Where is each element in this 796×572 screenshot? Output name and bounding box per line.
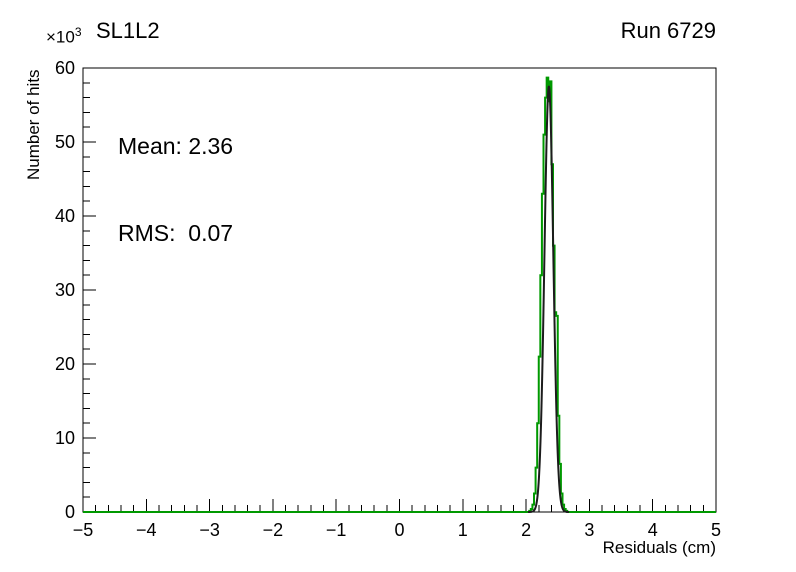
svg-text:3: 3 <box>584 520 594 540</box>
svg-text:0: 0 <box>65 502 75 522</box>
svg-text:−5: −5 <box>73 520 94 540</box>
y-axis-title: Number of hits <box>24 69 43 180</box>
stats-box: Mean: 2.36 RMS: 0.07 <box>118 74 233 306</box>
stat-rms: RMS: 0.07 <box>118 220 234 246</box>
y-axis-exponent-base: ×10 <box>46 27 75 47</box>
histogram-title: SL1L2 <box>96 18 160 43</box>
svg-text:−3: −3 <box>199 520 220 540</box>
y-axis-exponent-power: 3 <box>74 25 82 39</box>
svg-text:−4: −4 <box>136 520 157 540</box>
svg-text:1: 1 <box>458 520 468 540</box>
svg-text:5: 5 <box>711 520 721 540</box>
stat-mean: Mean: 2.36 <box>118 133 234 159</box>
x-axis-title: Residuals (cm) <box>602 538 716 557</box>
svg-text:20: 20 <box>55 354 75 374</box>
svg-text:−1: −1 <box>326 520 347 540</box>
svg-text:40: 40 <box>55 206 75 226</box>
svg-text:30: 30 <box>55 280 75 300</box>
svg-text:−2: −2 <box>263 520 284 540</box>
svg-text:60: 60 <box>55 58 75 78</box>
y-axis-exponent: ×103 <box>46 25 82 48</box>
svg-text:50: 50 <box>55 132 75 152</box>
svg-text:0: 0 <box>394 520 404 540</box>
run-label: Run 6729 <box>620 18 716 43</box>
svg-text:2: 2 <box>521 520 531 540</box>
svg-text:10: 10 <box>55 428 75 448</box>
svg-text:4: 4 <box>648 520 658 540</box>
